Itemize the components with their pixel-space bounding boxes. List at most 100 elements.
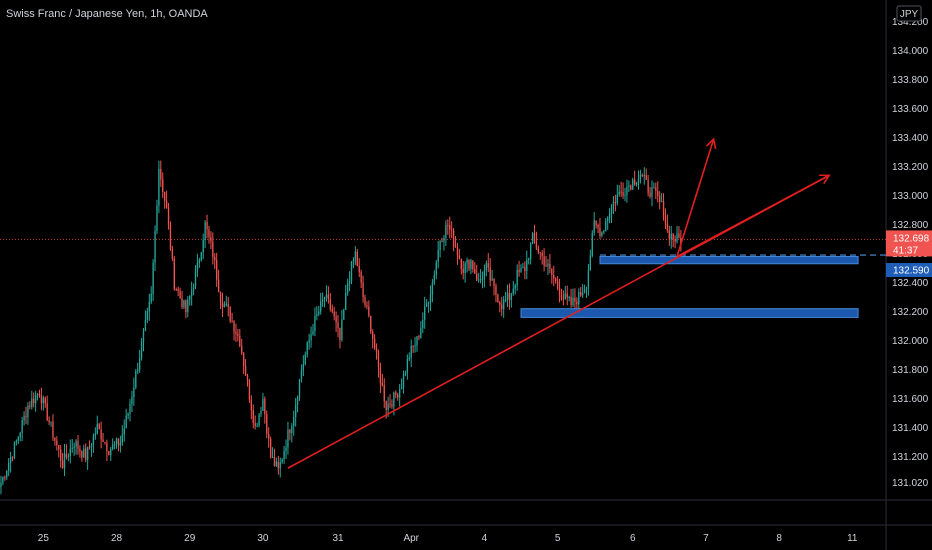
candle-body <box>585 288 588 290</box>
candle <box>268 427 270 448</box>
candle <box>445 220 447 246</box>
candle-body <box>568 296 570 298</box>
candle-body <box>468 259 470 269</box>
candle-body <box>81 451 83 458</box>
candle-body <box>524 267 526 272</box>
candle-body <box>162 179 164 193</box>
candle-body <box>86 446 89 460</box>
candle <box>277 455 279 475</box>
candle-body <box>508 292 511 301</box>
candle <box>339 327 341 349</box>
candle-body <box>377 352 380 368</box>
candle-body <box>231 321 233 323</box>
candle-body <box>202 240 204 253</box>
candle-body <box>320 301 322 312</box>
candle <box>279 457 281 478</box>
candle <box>266 410 268 439</box>
candle-body <box>46 403 48 421</box>
candle <box>632 177 634 190</box>
candle-body <box>520 267 522 272</box>
candle-body <box>333 311 335 317</box>
candle-body <box>264 398 266 415</box>
candle <box>115 437 118 449</box>
candle-body <box>112 444 114 450</box>
candle <box>553 265 555 287</box>
candle <box>489 258 491 287</box>
candle <box>346 278 349 296</box>
candle-body <box>450 229 453 231</box>
candle <box>92 433 95 453</box>
candle <box>294 397 297 427</box>
candle <box>206 214 208 239</box>
candle-body <box>364 297 366 306</box>
candle <box>495 283 497 303</box>
candle-body <box>454 246 457 248</box>
candle-body <box>325 294 328 298</box>
candle <box>603 229 605 235</box>
candle-body <box>449 225 451 230</box>
candle-body <box>152 262 154 294</box>
candle-body <box>476 273 478 281</box>
candle-body <box>73 446 75 448</box>
candle <box>624 187 626 202</box>
candle-body <box>256 425 258 427</box>
candle <box>358 258 360 278</box>
price-tick-label: 134.200 <box>892 17 929 28</box>
candle <box>639 169 642 184</box>
candle-body <box>98 424 100 430</box>
candle-body <box>360 272 362 283</box>
candle-body <box>77 440 79 449</box>
candle-body <box>194 271 197 288</box>
candle <box>372 329 374 349</box>
candle-body <box>670 233 672 240</box>
candle <box>190 281 193 306</box>
countdown-label: 41:37 <box>893 245 918 256</box>
candle <box>56 436 58 451</box>
candle-body <box>268 433 270 439</box>
candle <box>570 288 572 308</box>
candle-body <box>204 221 206 241</box>
candle-body <box>435 262 437 275</box>
candle-body <box>121 434 123 443</box>
candle-body <box>341 319 343 340</box>
candle <box>42 395 45 411</box>
candle <box>547 258 549 276</box>
candle <box>620 181 622 197</box>
candle <box>443 234 445 251</box>
candle-body <box>244 365 247 376</box>
candle-body <box>69 448 71 457</box>
candle <box>96 415 98 435</box>
candle-body <box>44 397 46 404</box>
candle <box>7 458 10 477</box>
candle-body <box>483 270 486 279</box>
candle-body <box>489 267 491 281</box>
candle-body <box>472 260 474 270</box>
candle <box>581 284 584 298</box>
candle <box>21 417 23 442</box>
candle <box>381 373 384 387</box>
candle <box>454 236 457 248</box>
candle <box>474 262 476 274</box>
candle-body <box>485 263 488 271</box>
candle <box>125 408 127 429</box>
candle-body <box>643 175 645 177</box>
candle-body <box>672 233 674 240</box>
candle <box>75 439 77 455</box>
candle-body <box>612 201 615 207</box>
price-tick-label: 133.800 <box>892 75 929 86</box>
candle-body <box>583 289 586 294</box>
candle <box>123 419 125 442</box>
candle-body <box>214 257 216 261</box>
candle <box>83 444 85 459</box>
candle-body <box>504 299 507 301</box>
candle-body <box>177 289 179 292</box>
candle <box>54 437 56 446</box>
candle <box>522 262 524 269</box>
candle <box>345 284 347 311</box>
candle <box>4 475 6 481</box>
candle-body <box>2 476 4 483</box>
candle-body <box>597 224 599 228</box>
candle-body <box>216 260 218 280</box>
candle-body <box>173 258 175 290</box>
